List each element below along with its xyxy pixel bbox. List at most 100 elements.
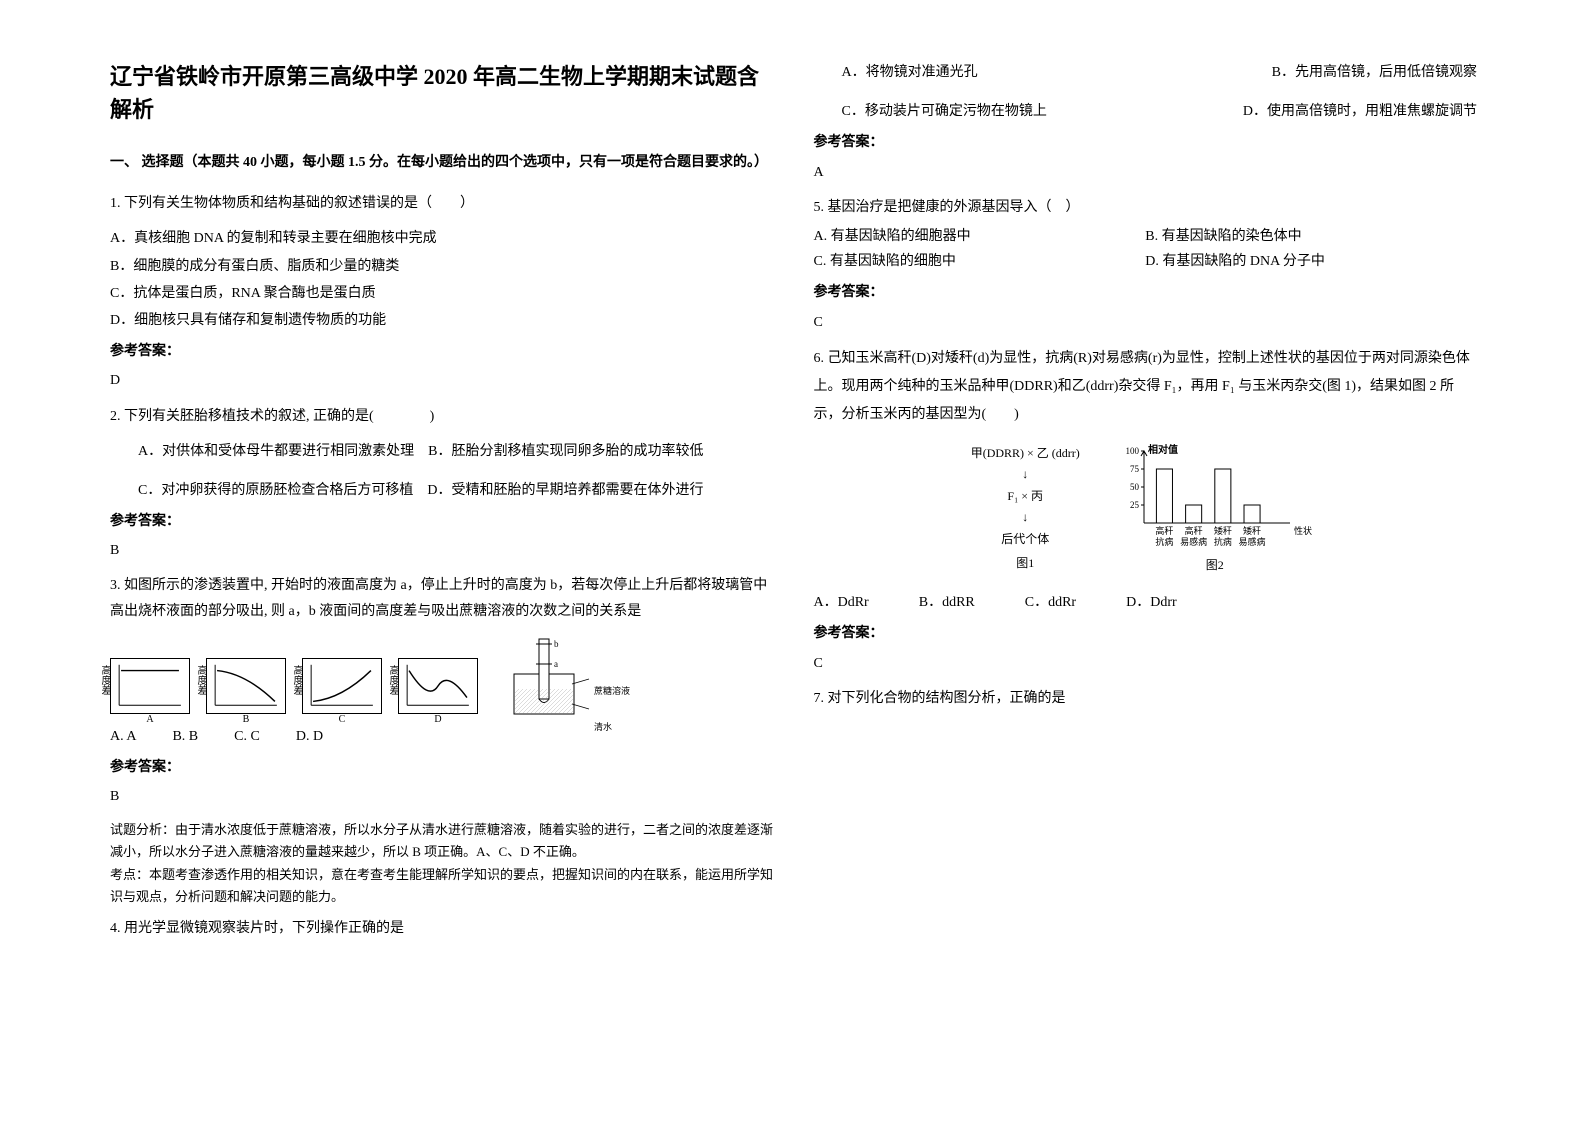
- chart-D-wrapper: 高度差 D: [398, 658, 478, 714]
- q4-optA: A．将物镜对准通光孔: [814, 60, 978, 85]
- q1-optD: D．细胞核只具有储存和复制遗传物质的功能: [110, 308, 774, 333]
- water-label: 清水: [594, 719, 694, 735]
- q3-optB: B. B: [172, 724, 198, 749]
- q4-row1: A．将物镜对准通光孔 B．先用高倍镜，后用低倍镜观察: [814, 60, 1478, 85]
- q5-answer: C: [814, 310, 1478, 335]
- cross-arrow2: ↓: [971, 507, 1080, 529]
- chart-C-label: C: [339, 711, 346, 729]
- q1-answer: D: [110, 368, 774, 393]
- q6-optC: C．ddRr: [1025, 590, 1076, 615]
- q2-optB: B．胚胎分割移植实现同卵多胎的成功率较低: [428, 444, 703, 459]
- chart-A-wrapper: 高度差 A: [110, 658, 190, 714]
- q1-optA: A．真核细胞 DNA 的复制和转录主要在细胞核中完成: [110, 226, 774, 251]
- svg-text:高秆: 高秆: [1184, 525, 1202, 536]
- q1-optB: B．细胞膜的成分有蛋白质、脂质和少量的糖类: [110, 254, 774, 279]
- left-column: 辽宁省铁岭市开原第三高级中学 2020 年高二生物上学期期末试题含解析 一、 选…: [90, 60, 794, 1062]
- q2-answer-label: 参考答案：: [110, 509, 774, 534]
- q5-answer-label: 参考答案：: [814, 280, 1478, 305]
- q6-options: A．DdRr B．ddRR C．ddRr D．Ddrr: [814, 590, 1478, 615]
- chart-D-label: D: [434, 711, 441, 729]
- q6-optB: B．ddRR: [919, 590, 975, 615]
- svg-text:25: 25: [1130, 500, 1140, 510]
- bar-chart-svg: 100755025相对值高秆抗病高秆易感病矮秆抗病矮秆易感病性状: [1110, 443, 1320, 553]
- q2-row1: A．对供体和受体母牛都要进行相同激素处理 B．胚胎分割移植实现同卵多胎的成功率较…: [110, 439, 774, 464]
- q4-stem: 4. 用光学显微镜观察装片时，下列操作正确的是: [110, 916, 774, 941]
- question-5: 5. 基因治疗是把健康的外源基因导入（ ） A. 有基因缺陷的细胞器中 B. 有…: [814, 195, 1478, 335]
- q5-optC: C. 有基因缺陷的细胞中: [814, 249, 1146, 274]
- q6-answer: C: [814, 651, 1478, 676]
- q6-stem: 6. 己知玉米高秆(D)对矮秆(d)为显性，抗病(R)对易感病(r)为显性，控制…: [814, 345, 1478, 429]
- chart-D-ylabel: 高度差: [383, 665, 401, 695]
- q1-answer-label: 参考答案：: [110, 339, 774, 364]
- q3-answer: B: [110, 784, 774, 809]
- question-6: 6. 己知玉米高秆(D)对矮秆(d)为显性，抗病(R)对易感病(r)为显性，控制…: [814, 345, 1478, 676]
- q4-optB: B．先用高倍镜，后用低倍镜观察: [1272, 60, 1477, 85]
- chart-C-wrapper: 高度差 C: [302, 658, 382, 714]
- q2-answer: B: [110, 538, 774, 563]
- svg-text:100: 100: [1125, 446, 1139, 456]
- q3-answer-label: 参考答案：: [110, 755, 774, 780]
- q4-optC: C．移动装片可确定污物在物镜上: [814, 99, 1047, 124]
- cross-line1: 甲(DDRR) × 乙 (ddrr): [971, 443, 1080, 465]
- q3-optD: D. D: [296, 724, 323, 749]
- question-4-options: A．将物镜对准通光孔 B．先用高倍镜，后用低倍镜观察 C．移动装片可确定污物在物…: [814, 60, 1478, 185]
- q6-answer-label: 参考答案：: [814, 621, 1478, 646]
- svg-text:性状: 性状: [1294, 525, 1312, 536]
- question-2: 2. 下列有关胚胎移植技术的叙述, 正确的是( ) A．对供体和受体母牛都要进行…: [110, 404, 774, 564]
- q3-explanation-2: 考点：本题考查渗透作用的相关知识，意在考查考生能理解所学知识的要点，把握知识间的…: [110, 864, 774, 908]
- svg-text:抗病: 抗病: [1155, 536, 1173, 547]
- q2-optA: A．对供体和受体母牛都要进行相同激素处理: [110, 439, 414, 464]
- q3-stem: 3. 如图所示的渗透装置中, 开始时的液面高度为 a，停止上升时的高度为 b，若…: [110, 573, 774, 623]
- q7-stem: 7. 对下列化合物的结构图分析，正确的是: [814, 686, 1478, 711]
- svg-text:易感病: 易感病: [1180, 536, 1207, 547]
- q2-stem: 2. 下列有关胚胎移植技术的叙述, 正确的是( ): [110, 404, 774, 429]
- cross-arrow1: ↓: [971, 464, 1080, 486]
- q6-optA: A．DdRr: [814, 590, 869, 615]
- q4-row2: C．移动装片可确定污物在物镜上 D．使用高倍镜时，用粗准焦螺旋调节: [814, 99, 1478, 124]
- question-1: 1. 下列有关生物体物质和结构基础的叙述错误的是（ ） A．真核细胞 DNA 的…: [110, 191, 774, 393]
- q3-optA: A. A: [110, 724, 136, 749]
- q2-optC: C．对冲卵获得的原肠胚检查合格后方可移植: [110, 478, 413, 503]
- q1-stem: 1. 下列有关生物体物质和结构基础的叙述错误的是（ ）: [110, 191, 774, 216]
- q5-options: A. 有基因缺陷的细胞器中 B. 有基因缺陷的染色体中 C. 有基因缺陷的细胞中…: [814, 224, 1478, 274]
- genetics-cross-diagram: 甲(DDRR) × 乙 (ddrr) ↓ F₁ × 丙 ↓ 后代个体 图1: [971, 443, 1080, 575]
- q5-optB: B. 有基因缺陷的染色体中: [1145, 224, 1477, 249]
- q5-optA: A. 有基因缺陷的细胞器中: [814, 224, 1146, 249]
- chart-B-ylabel: 高度差: [191, 665, 209, 695]
- q6-optD: D．Ddrr: [1126, 590, 1177, 615]
- svg-text:易感病: 易感病: [1238, 536, 1265, 547]
- chart-C: 高度差 C: [302, 658, 382, 714]
- question-4-stem: 4. 用光学显微镜观察装片时，下列操作正确的是: [110, 916, 774, 941]
- q1-options: A．真核细胞 DNA 的复制和转录主要在细胞核中完成 B．细胞膜的成分有蛋白质、…: [110, 226, 774, 333]
- q2-row2: C．对冲卵获得的原肠胚检查合格后方可移植 D．受精和胚胎的早期培养都需要在体外进…: [110, 478, 774, 503]
- q4-answer: A: [814, 160, 1478, 185]
- chart-B-wrapper: 高度差 B: [206, 658, 286, 714]
- q4-optD: D．使用高倍镜时，用粗准焦螺旋调节: [1243, 99, 1477, 124]
- chart-B: 高度差 B: [206, 658, 286, 714]
- svg-text:高秆: 高秆: [1155, 525, 1173, 536]
- fig2-label: 图2: [1110, 555, 1320, 577]
- q3-explanation-1: 试题分析：由于清水浓度低于蔗糖溶液，所以水分子从清水进行蔗糖溶液，随着实验的进行…: [110, 819, 774, 863]
- question-7: 7. 对下列化合物的结构图分析，正确的是: [814, 686, 1478, 711]
- section-header: 一、 选择题（本题共 40 小题，每小题 1.5 分。在每小题给出的四个选项中，…: [110, 150, 774, 175]
- chart-A-label: A: [146, 711, 153, 729]
- chart-B-label: B: [243, 711, 250, 729]
- chart-A: 高度差 A: [110, 658, 190, 714]
- apparatus-diagram: b a 蔗糖溶液 清水: [494, 634, 594, 714]
- svg-text:75: 75: [1130, 464, 1140, 474]
- label-b: b: [554, 639, 559, 649]
- q4-answer-label: 参考答案：: [814, 130, 1478, 155]
- svg-text:抗病: 抗病: [1214, 536, 1232, 547]
- chart-A-ylabel: 高度差: [95, 665, 113, 695]
- q5-stem: 5. 基因治疗是把健康的外源基因导入（ ）: [814, 195, 1478, 220]
- svg-text:50: 50: [1130, 482, 1140, 492]
- q1-optC: C．抗体是蛋白质，RNA 聚合酶也是蛋白质: [110, 281, 774, 306]
- q3-charts-row: 高度差 A 高度差 B 高度差 C: [110, 634, 774, 714]
- document-title: 辽宁省铁岭市开原第三高级中学 2020 年高二生物上学期期末试题含解析: [110, 60, 774, 126]
- svg-text:相对值: 相对值: [1148, 443, 1178, 456]
- right-column: A．将物镜对准通光孔 B．先用高倍镜，后用低倍镜观察 C．移动装片可确定污物在物…: [794, 60, 1498, 1062]
- sucrose-label: 蔗糖溶液: [594, 683, 694, 699]
- q5-optD: D. 有基因缺陷的 DNA 分子中: [1145, 249, 1477, 274]
- chart-C-ylabel: 高度差: [287, 665, 305, 695]
- bar-chart: 100755025相对值高秆抗病高秆易感病矮秆抗病矮秆易感病性状 图2: [1110, 443, 1320, 577]
